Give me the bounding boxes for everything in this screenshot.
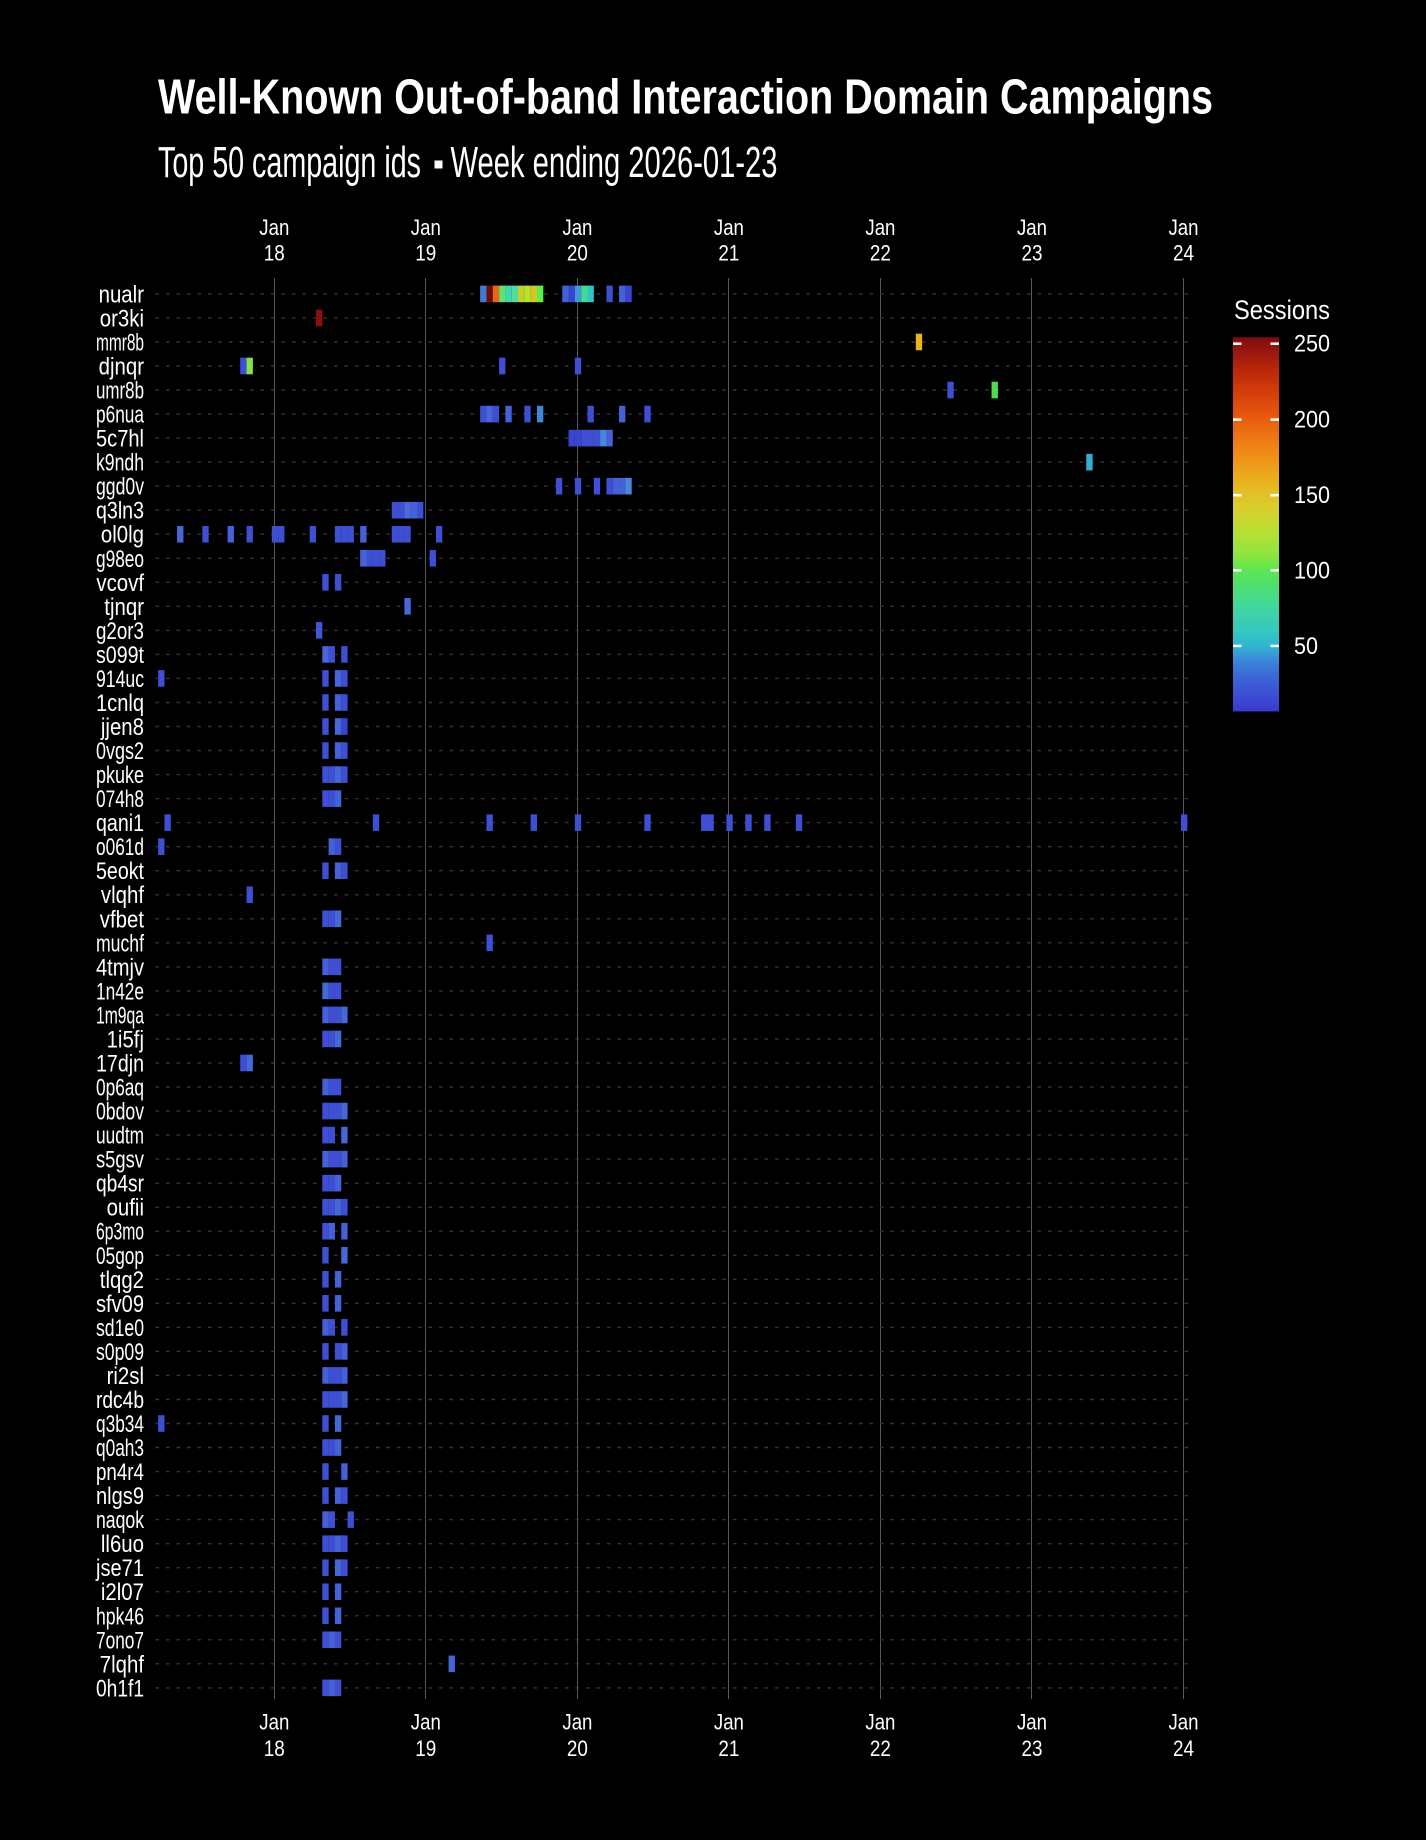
svg-text:5eokt: 5eokt: [96, 858, 144, 885]
svg-text:21: 21: [718, 1736, 739, 1761]
svg-text:nualr: nualr: [99, 281, 144, 308]
svg-text:150: 150: [1294, 482, 1330, 509]
svg-text:ll6uo: ll6uo: [101, 1531, 144, 1558]
svg-text:g98eo: g98eo: [96, 546, 144, 573]
svg-text:ri2sl: ri2sl: [107, 1363, 144, 1390]
svg-text:nlgs9: nlgs9: [96, 1483, 144, 1510]
svg-text:19: 19: [415, 1736, 436, 1761]
svg-text:rdc4b: rdc4b: [96, 1387, 144, 1414]
svg-text:ggd0v: ggd0v: [96, 474, 144, 501]
svg-text:20: 20: [567, 241, 588, 266]
svg-text:Jan: Jan: [411, 215, 441, 240]
svg-text:s099t: s099t: [96, 642, 144, 669]
svg-text:19: 19: [415, 241, 436, 266]
svg-text:ol0lg: ol0lg: [101, 522, 144, 549]
svg-text:23: 23: [1022, 1736, 1043, 1761]
svg-text:g2or3: g2or3: [96, 618, 144, 645]
svg-text:074h8: 074h8: [96, 786, 144, 813]
svg-text:Jan: Jan: [865, 215, 895, 240]
svg-text:7lqhf: 7lqhf: [100, 1651, 144, 1678]
svg-text:5c7hl: 5c7hl: [96, 426, 144, 453]
svg-text:jse71: jse71: [95, 1555, 144, 1582]
svg-text:uudtm: uudtm: [96, 1123, 144, 1150]
svg-text:Jan: Jan: [865, 1710, 895, 1735]
svg-text:o061d: o061d: [96, 834, 144, 861]
svg-text:vlqhf: vlqhf: [101, 882, 144, 909]
svg-text:q0ah3: q0ah3: [96, 1435, 144, 1462]
svg-text:05gop: 05gop: [96, 1243, 144, 1270]
svg-text:Jan: Jan: [1169, 215, 1199, 240]
svg-text:sfv09: sfv09: [96, 1291, 144, 1318]
svg-text:s0p09: s0p09: [96, 1339, 144, 1366]
svg-text:0vgs2: 0vgs2: [96, 738, 144, 765]
svg-text:pkuke: pkuke: [96, 762, 144, 789]
svg-text:tlqg2: tlqg2: [100, 1267, 144, 1294]
svg-text:q3b34: q3b34: [96, 1411, 144, 1438]
svg-text:20: 20: [567, 1736, 588, 1761]
svg-text:Jan: Jan: [562, 215, 592, 240]
svg-text:Sessions: Sessions: [1234, 295, 1330, 325]
svg-text:vcovf: vcovf: [96, 570, 144, 597]
svg-text:Jan: Jan: [1169, 1710, 1199, 1735]
svg-text:naqok: naqok: [96, 1507, 145, 1534]
svg-text:jjen8: jjen8: [100, 714, 144, 741]
svg-text:umr8b: umr8b: [96, 378, 144, 405]
svg-text:Week ending 2026-01-23: Week ending 2026-01-23: [451, 138, 778, 187]
svg-text:Jan: Jan: [1017, 1710, 1047, 1735]
svg-text:qb4sr: qb4sr: [96, 1171, 144, 1198]
svg-text:hpk46: hpk46: [96, 1603, 144, 1630]
svg-text:Jan: Jan: [1017, 215, 1047, 240]
svg-text:100: 100: [1294, 557, 1330, 584]
svg-text:Jan: Jan: [259, 215, 289, 240]
svg-text:muchf: muchf: [96, 930, 144, 957]
svg-text:Jan: Jan: [411, 1710, 441, 1735]
svg-text:23: 23: [1022, 241, 1043, 266]
svg-text:Jan: Jan: [714, 215, 744, 240]
svg-text:Jan: Jan: [562, 1710, 592, 1735]
svg-text:21: 21: [718, 241, 739, 266]
svg-text:17djn: 17djn: [96, 1051, 144, 1078]
svg-text:200: 200: [1294, 407, 1330, 434]
svg-text:18: 18: [264, 241, 285, 266]
svg-text:vfbet: vfbet: [100, 906, 144, 933]
svg-text:6p3mo: 6p3mo: [96, 1219, 144, 1246]
svg-text:1m9qa: 1m9qa: [96, 1002, 144, 1029]
svg-text:p6nua: p6nua: [96, 402, 144, 429]
svg-text:0p6aq: 0p6aq: [96, 1075, 144, 1102]
svg-text:0bdov: 0bdov: [96, 1099, 144, 1126]
svg-text:oufii: oufii: [107, 1195, 144, 1222]
svg-text:Well-Known Out-of-band Interac: Well-Known Out-of-band Interaction Domai…: [158, 70, 1213, 125]
svg-text:22: 22: [870, 241, 891, 266]
svg-text:4tmjv: 4tmjv: [96, 954, 144, 981]
svg-text:mmr8b: mmr8b: [96, 330, 144, 357]
svg-text:250: 250: [1294, 331, 1330, 358]
svg-text:Jan: Jan: [714, 1710, 744, 1735]
svg-text:i2l07: i2l07: [101, 1579, 144, 1606]
svg-text:18: 18: [264, 1736, 285, 1761]
svg-text:sd1e0: sd1e0: [96, 1315, 144, 1342]
svg-text:24: 24: [1173, 1736, 1194, 1761]
svg-text:s5gsv: s5gsv: [96, 1147, 144, 1174]
svg-text:q3ln3: q3ln3: [96, 498, 144, 525]
svg-text:22: 22: [870, 1736, 891, 1761]
svg-text:50: 50: [1294, 633, 1318, 660]
svg-text:qani1: qani1: [96, 810, 144, 837]
svg-text:914uc: 914uc: [96, 666, 144, 693]
svg-text:Jan: Jan: [259, 1710, 289, 1735]
svg-text:1i5fj: 1i5fj: [107, 1027, 144, 1054]
svg-text:0h1f1: 0h1f1: [96, 1675, 144, 1702]
svg-text:1cnlq: 1cnlq: [96, 690, 144, 717]
svg-text:24: 24: [1173, 241, 1194, 266]
svg-text:7ono7: 7ono7: [96, 1627, 144, 1654]
svg-text:or3ki: or3ki: [100, 305, 144, 332]
svg-text:pn4r4: pn4r4: [96, 1459, 144, 1486]
svg-text:djnqr: djnqr: [99, 354, 144, 381]
svg-text:1n42e: 1n42e: [96, 978, 144, 1005]
svg-text:Top 50 campaign ids: Top 50 campaign ids: [158, 138, 421, 187]
svg-text:k9ndh: k9ndh: [96, 450, 144, 477]
svg-text:tjnqr: tjnqr: [104, 594, 144, 621]
